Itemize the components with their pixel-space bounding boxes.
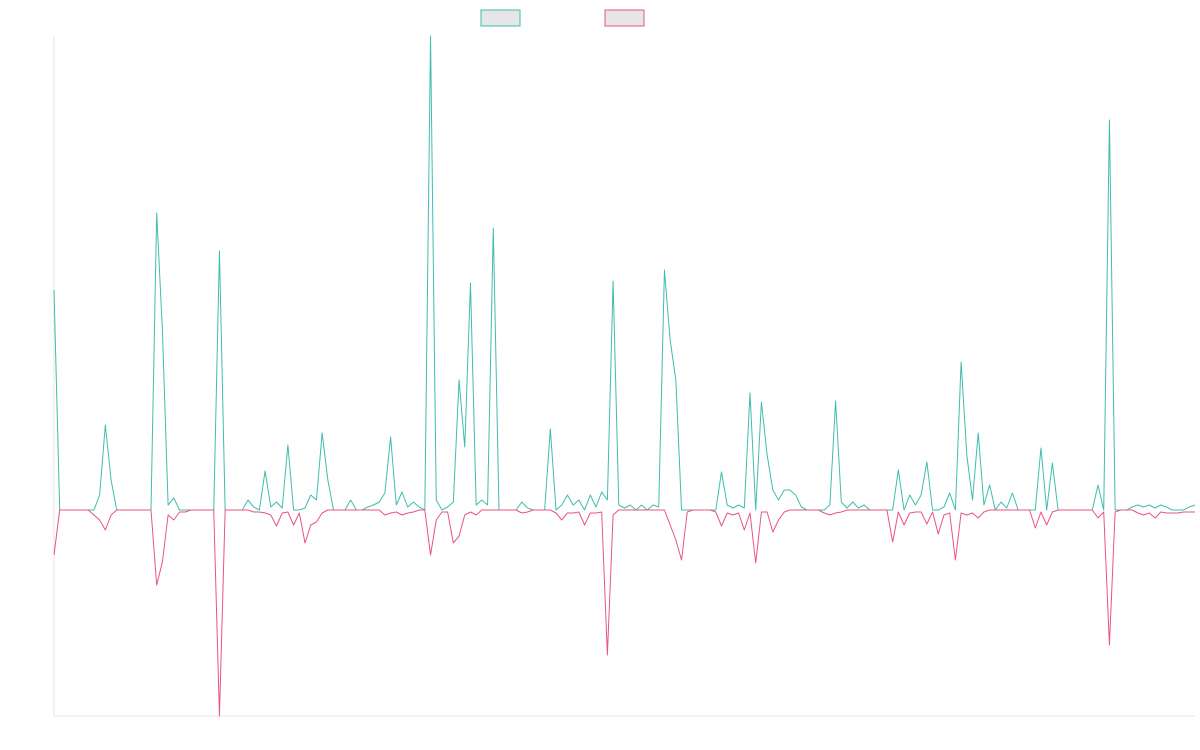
series-line — [53, 35, 1196, 511]
legend-swatch — [604, 9, 645, 27]
legend-swatch — [480, 9, 521, 27]
series-line — [53, 509, 1195, 717]
